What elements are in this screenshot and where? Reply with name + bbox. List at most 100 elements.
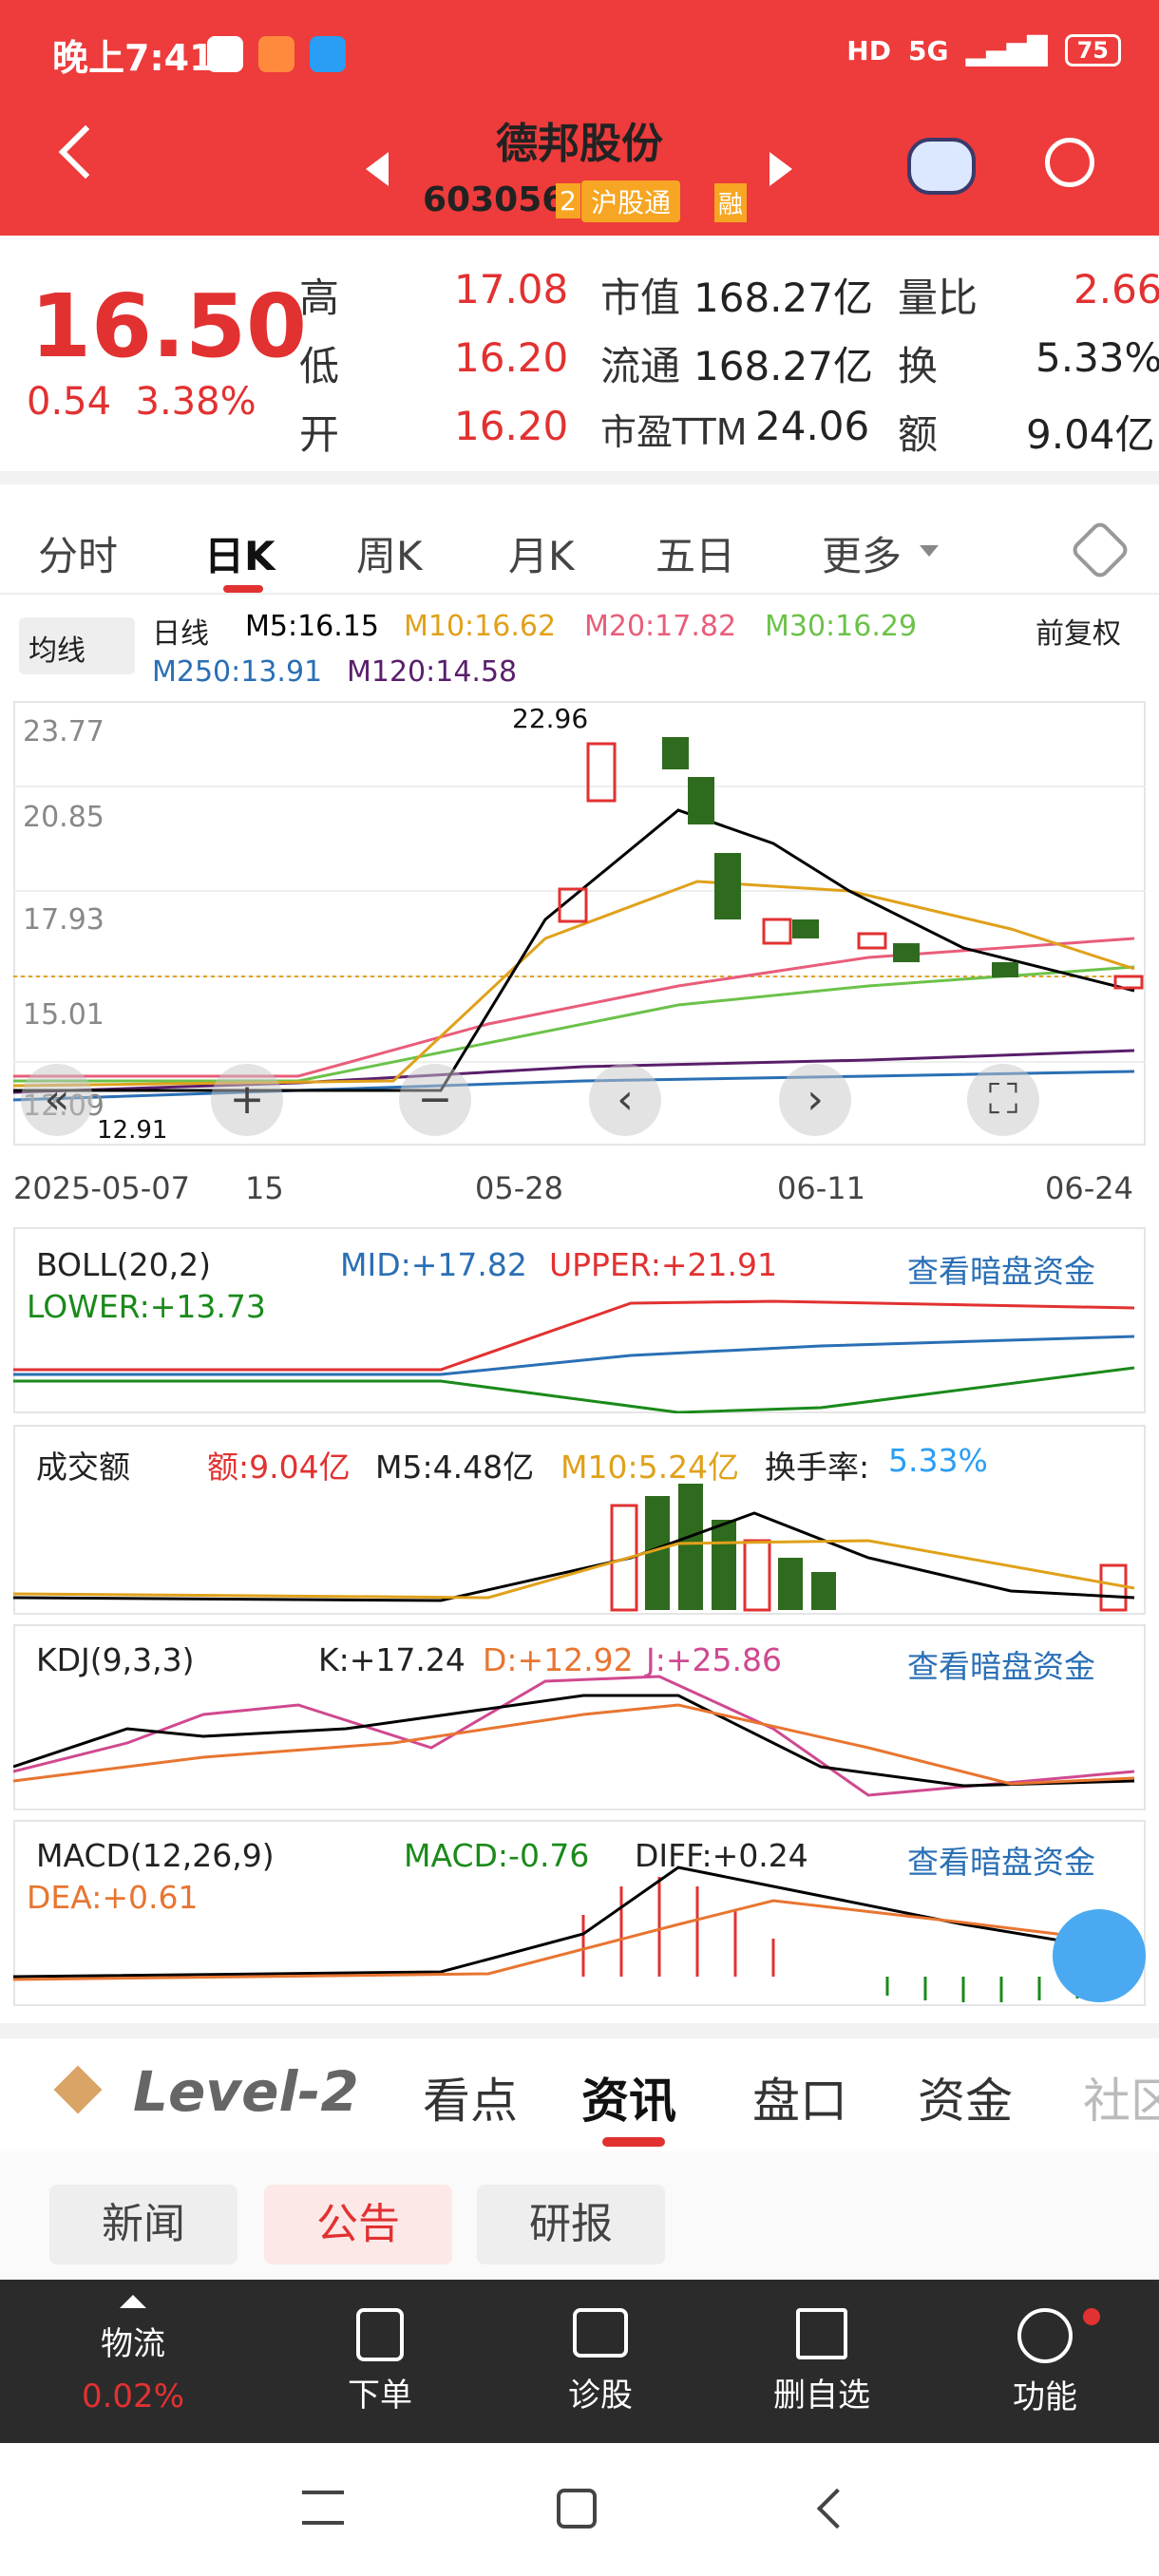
remove-watchlist-button[interactable]: 删自选 [746, 2280, 898, 2443]
boll-title[interactable]: BOLL(20,2) [36, 1246, 212, 1283]
rewind-icon[interactable]: « [21, 1064, 93, 1136]
settings-icon[interactable] [1069, 519, 1131, 581]
tab-monthly[interactable]: 月K [508, 533, 575, 579]
level2-brand[interactable]: Level-2 [133, 2059, 359, 2124]
kdj-d: D:+12.92 [483, 1641, 634, 1678]
logistics-label: 物流 [101, 2325, 165, 2363]
subtab-news[interactable]: 新闻 [49, 2185, 238, 2264]
tab-capital[interactable]: 资金 [918, 2074, 1013, 2129]
tab-fiveday[interactable]: 五日 [656, 533, 736, 579]
boll-mid: MID:+17.82 [340, 1246, 527, 1283]
next-stock-icon[interactable] [770, 152, 792, 186]
order-label: 下单 [348, 2377, 412, 2415]
qq-app-icon [207, 36, 243, 72]
macd-panel[interactable] [13, 1820, 1146, 2006]
kdj-j: J:+25.86 [646, 1641, 782, 1678]
signal-bars-icon: ▂▄▆█ [965, 34, 1048, 66]
tab-orderbook[interactable]: 盘口 [752, 2074, 847, 2129]
kdj-panel[interactable] [13, 1624, 1146, 1810]
vr-value: 2.66 [1074, 266, 1159, 313]
open-value: 16.20 [454, 403, 569, 449]
float-value: 168.27亿 [694, 343, 873, 389]
turnover-label: 换 [898, 343, 939, 389]
macd-diff: DIFF:+0.24 [635, 1837, 808, 1874]
change-pct: 3.38% [135, 380, 256, 424]
notification-dot [1083, 2308, 1100, 2325]
order-icon [356, 2308, 404, 2361]
turnover-rate-value: 5.33% [888, 1442, 988, 1479]
ma-selector-label: 均线 [28, 635, 86, 668]
robot-icon[interactable] [907, 138, 976, 195]
date-end: 06-24 [1045, 1170, 1133, 1206]
fullscreen-icon[interactable]: ⛶ [967, 1064, 1039, 1136]
kline-chart[interactable] [13, 701, 1146, 1146]
y-tick-2: 20.85 [23, 801, 104, 834]
logistics-change: 0.02% [81, 2377, 184, 2415]
kdj-link[interactable]: 查看暗盘资金 [907, 1648, 1095, 1685]
ma30-line [13, 965, 1135, 1083]
period-tabs: 分时 日K 周K 月K 五日 更多 [0, 503, 1159, 595]
tab-community[interactable]: 社区 [1083, 2074, 1159, 2129]
vr-label: 量比 [898, 275, 978, 321]
system-nav-bar [0, 2443, 1159, 2576]
tab-more[interactable]: 更多 [822, 533, 902, 579]
prev-stock-icon[interactable] [366, 152, 389, 186]
ma10-line [13, 880, 1135, 1088]
date-start: 2025-05-07 [13, 1170, 190, 1206]
kdj-k: K:+17.24 [318, 1641, 466, 1678]
kdj-title[interactable]: KDJ(9,3,3) [36, 1641, 195, 1678]
minus-box-icon [796, 2308, 847, 2359]
lightbulb-icon[interactable] [1053, 1909, 1146, 2002]
search-icon[interactable] [1045, 138, 1094, 187]
boll-lower: LOWER:+13.73 [27, 1288, 266, 1325]
menu-nav-icon[interactable] [302, 2491, 344, 2525]
macd-title[interactable]: MACD(12,26,9) [36, 1837, 275, 1874]
last-price: 16.50 [30, 275, 308, 377]
battery-icon: 75 [1064, 34, 1121, 66]
scroll-right-icon[interactable]: › [779, 1064, 851, 1136]
ma-selector[interactable] [19, 617, 135, 674]
high-label: 高 [299, 275, 340, 321]
adjust-label[interactable]: 前复权 [1036, 617, 1121, 651]
mcap-label: 市值 [600, 275, 681, 321]
tab-highlights[interactable]: 看点 [423, 2074, 518, 2129]
macd-link[interactable]: 查看暗盘资金 [907, 1844, 1095, 1881]
volume-amount: 额:9.04亿 [207, 1449, 351, 1486]
macd-dea: DEA:+0.61 [27, 1879, 199, 1916]
logistics-item[interactable]: 物流 0.02% [57, 2280, 209, 2443]
hk-connect-badge: 沪股通 [581, 180, 681, 222]
date-4: 06-11 [777, 1170, 865, 1206]
boll-panel[interactable] [13, 1227, 1146, 1413]
low-label: 低 [299, 343, 340, 389]
mcap-value: 168.27亿 [694, 275, 873, 321]
date-2: 15 [245, 1170, 284, 1206]
status-time: 晚上7:41 [52, 37, 215, 79]
subtab-research[interactable]: 研报 [477, 2185, 665, 2264]
zoom-out-icon[interactable]: − [399, 1064, 471, 1136]
subtab-announcements[interactable]: 公告 [264, 2185, 452, 2264]
ma250-line [13, 1070, 1135, 1102]
functions-button[interactable]: 功能 [969, 2280, 1121, 2443]
volume-svg [13, 1484, 1135, 1612]
order-button[interactable]: 下单 [304, 2280, 456, 2443]
zoom-in-icon[interactable]: + [211, 1064, 283, 1136]
tab-weekly[interactable]: 周K [356, 533, 423, 579]
volume-title[interactable]: 成交额 [36, 1449, 130, 1486]
home-nav-icon[interactable] [557, 2489, 597, 2529]
boll-link[interactable]: 查看暗盘资金 [907, 1253, 1095, 1290]
date-3: 05-28 [475, 1170, 563, 1206]
tab-daily[interactable]: 日K [204, 533, 276, 579]
diagnose-button[interactable]: 诊股 [524, 2280, 676, 2443]
volume-panel[interactable] [13, 1425, 1146, 1615]
kdj-svg [13, 1675, 1135, 1797]
candles [558, 737, 1144, 990]
float-label: 流通 [600, 343, 681, 389]
scroll-left-icon[interactable]: ‹ [589, 1064, 661, 1136]
pe-label: 市盈TTM [600, 411, 748, 453]
pe-value: 24.06 [755, 403, 870, 449]
ma250-label: M250:13.91 [152, 655, 323, 689]
max-price-label: 22.96 [512, 703, 588, 734]
macd-value: MACD:-0.76 [404, 1837, 590, 1874]
tab-news-info[interactable]: 资讯 [581, 2074, 676, 2129]
tab-intraday[interactable]: 分时 [38, 533, 119, 579]
